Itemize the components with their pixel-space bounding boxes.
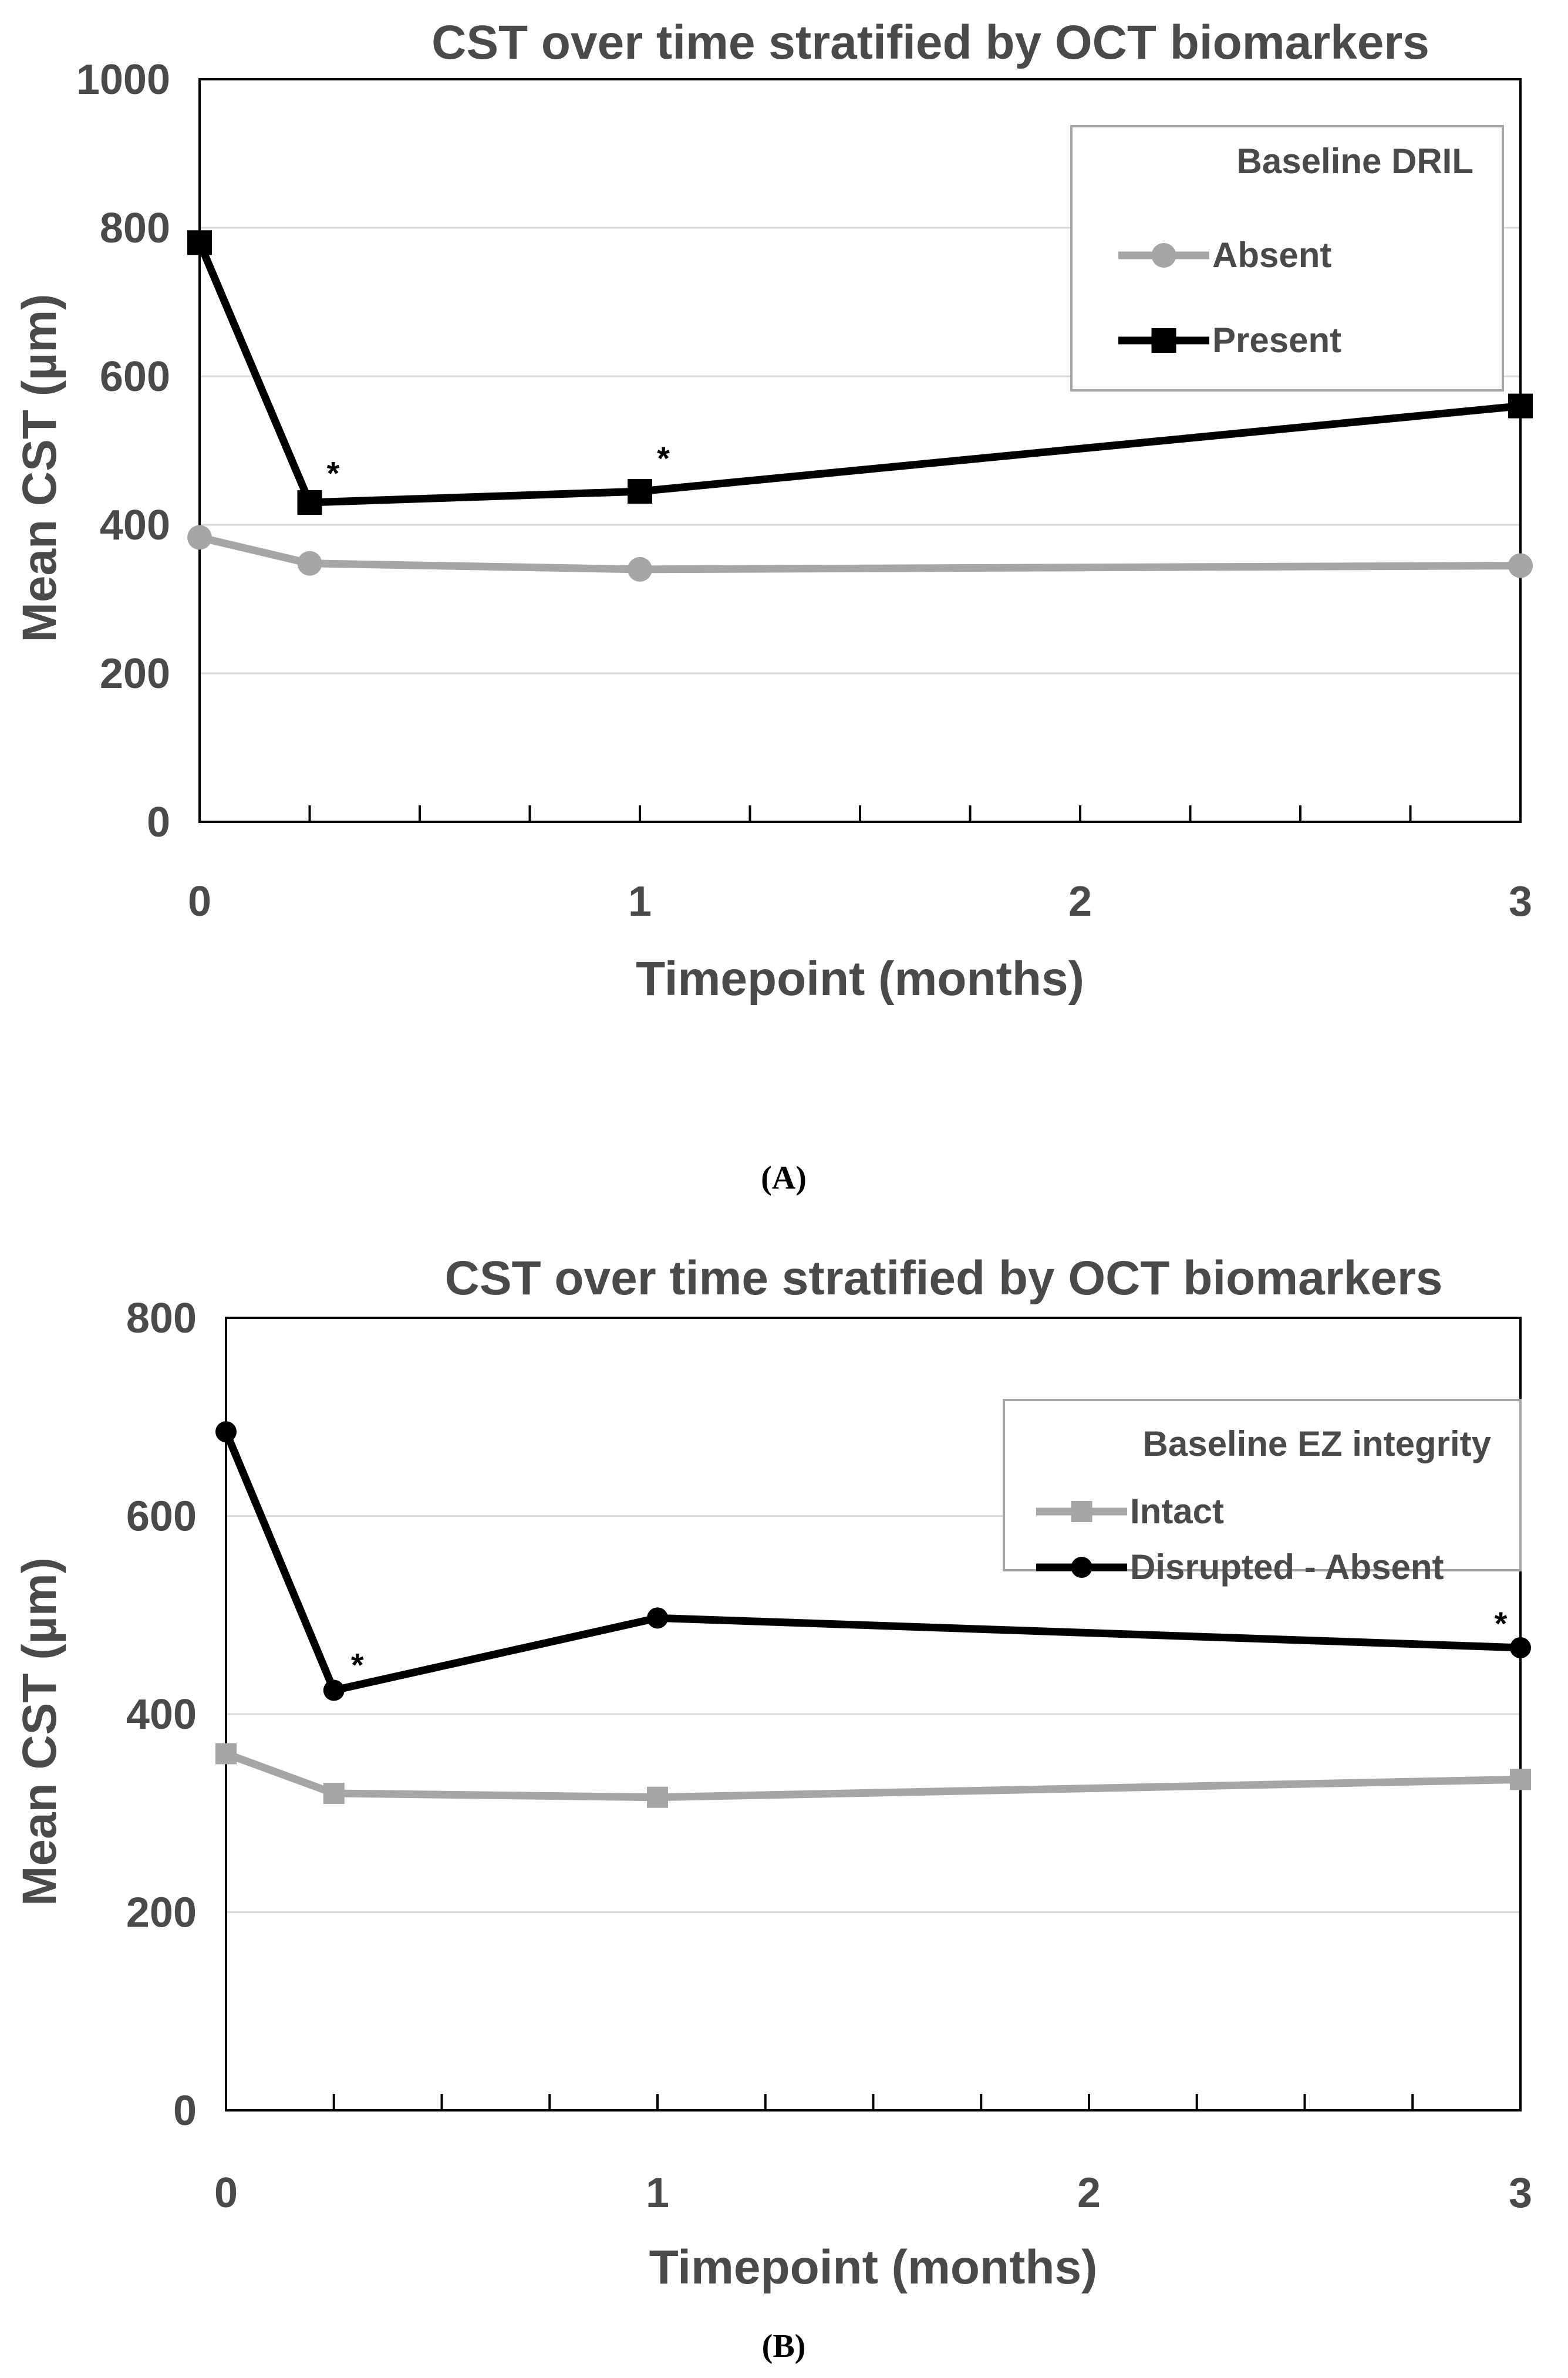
y-tick-label: 200	[126, 1890, 197, 1937]
legend: Baseline DRIL Absent Present	[1070, 125, 1504, 392]
legend-label: Intact	[1130, 1492, 1224, 1531]
legend-label: Present	[1212, 321, 1341, 360]
y-tick-label: 600	[100, 353, 170, 400]
y-tick-label: 400	[126, 1691, 197, 1738]
series-intact	[215, 1743, 1531, 1808]
x-tick-label: 1	[628, 878, 652, 925]
x-tick-label: 2	[1077, 2170, 1101, 2217]
y-axis-title: Mean CST (µm)	[13, 1557, 66, 1906]
data-point	[297, 490, 322, 515]
x-tick-label: 2	[1068, 878, 1092, 925]
data-point	[1510, 1637, 1531, 1658]
legend-item: Disrupted - Absent	[1036, 1547, 1444, 1587]
data-point	[1508, 393, 1533, 419]
data-point	[647, 1607, 668, 1629]
significance-marker: *	[657, 440, 670, 477]
series-present	[187, 230, 1533, 515]
series-line	[222, 1430, 1521, 1694]
legend-label: Absent	[1212, 235, 1331, 275]
x-axis-title: Timepoint (months)	[636, 952, 1084, 1006]
x-tick-label: 3	[1509, 878, 1532, 925]
x-tick-label: 3	[1509, 2170, 1532, 2217]
legend-title: Baseline EZ integrity	[1143, 1424, 1492, 1463]
data-point	[628, 556, 652, 582]
data-point	[187, 525, 212, 550]
significance-marker: *	[351, 1647, 364, 1684]
legend-title: Baseline DRIL	[1237, 141, 1473, 181]
significance-marker: *	[1495, 1605, 1508, 1642]
y-tick-label: 1000	[76, 56, 170, 103]
panel-label: (A)	[761, 1160, 807, 1196]
y-tick-label: 0	[173, 2087, 197, 2134]
legend-swatch-marker	[1151, 328, 1176, 353]
legend-swatch-marker	[1071, 1557, 1092, 1578]
y-tick-label: 800	[126, 1295, 197, 1342]
x-tick-label: 0	[214, 2170, 238, 2217]
data-point	[215, 1743, 237, 1765]
legend-swatch-marker	[1151, 243, 1176, 268]
y-axis-title: Mean CST (µm)	[13, 294, 66, 643]
legend-label: Disrupted - Absent	[1130, 1547, 1444, 1587]
legend-swatch-marker	[1071, 1501, 1092, 1522]
series-disrupted-absent	[215, 1421, 1531, 1701]
series-absent	[187, 525, 1533, 582]
panel-label: (B)	[762, 2328, 806, 2364]
series-line	[196, 241, 1521, 507]
data-point	[187, 230, 212, 255]
data-point	[1510, 1769, 1531, 1790]
data-point	[647, 1786, 668, 1808]
y-tick-label: 600	[126, 1493, 197, 1540]
legend-item: Present	[1118, 321, 1341, 360]
legend: Baseline EZ integrity Intact Disrupted - A…	[1003, 1399, 1522, 1587]
x-tick-label: 0	[188, 878, 211, 925]
chart-panel-a: CST over time stratified by OCT biomarke…	[13, 16, 1533, 1196]
legend-item: Intact	[1036, 1492, 1224, 1531]
series-line	[224, 1750, 1521, 1802]
y-tick-label: 0	[147, 799, 170, 846]
y-tick-label: 800	[100, 205, 170, 252]
x-axis-title: Timepoint (months)	[649, 2241, 1098, 2294]
y-tick-label: 200	[100, 650, 170, 697]
chart-title: CST over time stratified by OCT biomarke…	[445, 1252, 1443, 1305]
data-point	[628, 479, 652, 504]
data-point	[1508, 553, 1533, 578]
chart-title: CST over time stratified by OCT biomarke…	[431, 16, 1429, 69]
x-tick-label: 1	[646, 2170, 669, 2217]
data-point	[323, 1783, 345, 1804]
legend-item: Absent	[1118, 235, 1331, 275]
series-line	[198, 534, 1521, 574]
data-point	[215, 1421, 237, 1443]
chart-panel-b: CST over time stratified by OCT biomarke…	[13, 1252, 1532, 2364]
legend-box	[1003, 1399, 1522, 1571]
data-point	[323, 1679, 345, 1701]
data-point	[297, 551, 322, 576]
significance-marker: *	[327, 454, 340, 491]
y-tick-label: 400	[100, 502, 170, 549]
